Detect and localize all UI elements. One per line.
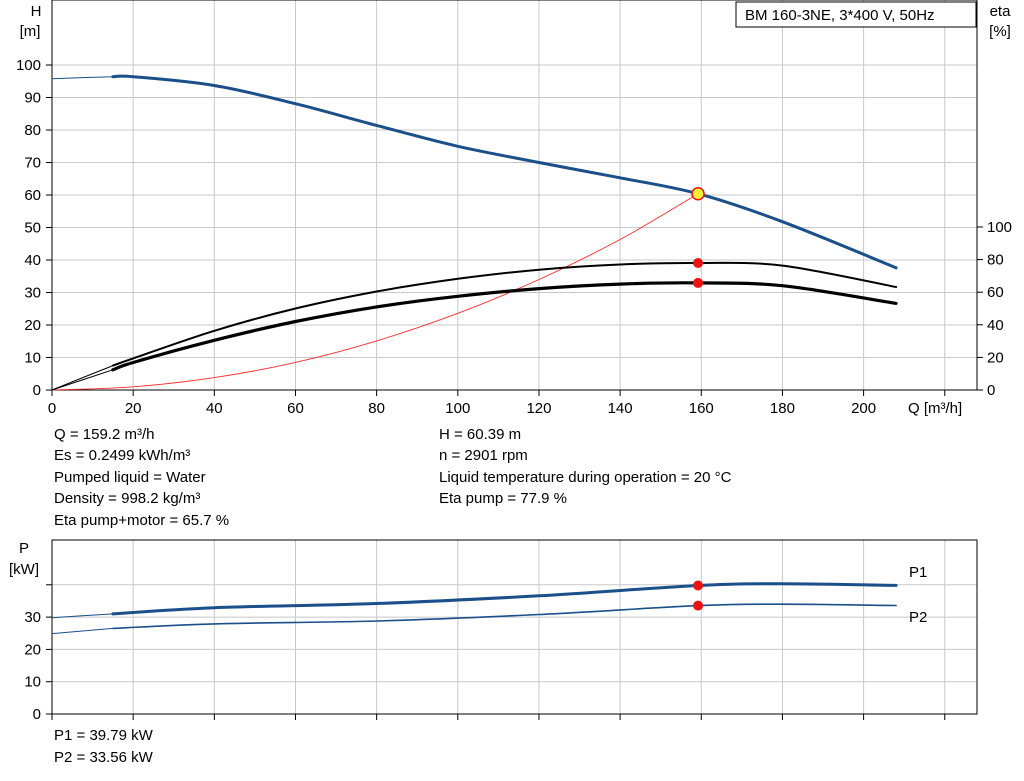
info-es: Es = 0.2499 kWh/m³ <box>54 447 190 464</box>
info-p2: P2 = 33.56 kW <box>54 749 154 766</box>
efficiency-curve <box>111 281 898 372</box>
x-tick-label: 0 <box>48 400 56 417</box>
info-liquid: Pumped liquid = Water <box>54 469 206 486</box>
eta-tick-label: 80 <box>987 252 1004 269</box>
system-curve <box>51 193 699 391</box>
h-tick-label: 40 <box>24 252 41 269</box>
p-tick-label: 20 <box>24 641 41 658</box>
x-tick-label: 120 <box>526 400 551 417</box>
p2-curve-extension <box>51 627 113 635</box>
h-tick-label: 70 <box>24 155 41 172</box>
power-chart-tick-labels: 0 10 20 30 <box>24 584 946 723</box>
x-axis-title: Q [m³/h] <box>908 400 962 417</box>
info-p1: P1 = 39.79 kW <box>54 727 154 744</box>
x-tick-label: 80 <box>368 400 385 417</box>
head-chart-frame <box>51 0 978 391</box>
x-tick-label: 100 <box>445 400 470 417</box>
h-axis-title: H <box>31 3 42 20</box>
head-curve-extension <box>51 76 113 80</box>
info-eta-pump-motor: Eta pump+motor = 65.7 % <box>54 512 229 529</box>
head-chart-tick-labels: 0 20 40 60 80 100 120 140 160 180 2000102030405060… <box>16 57 1012 417</box>
eta-tick-label: 20 <box>987 349 1004 366</box>
p1-curve <box>111 582 898 616</box>
power-point <box>693 600 704 611</box>
efficiency-curve-extension <box>51 365 114 391</box>
eta-tick-label: 60 <box>987 284 1004 301</box>
p2-legend-label: P2 <box>909 609 927 626</box>
h-tick-label: 20 <box>24 317 41 334</box>
x-tick-label: 40 <box>206 400 223 417</box>
h-tick-label: 60 <box>24 187 41 204</box>
p-axis-unit: [kW] <box>9 561 39 578</box>
info-temperature: Liquid temperature during operation = 20… <box>439 469 732 486</box>
p-tick-label: 30 <box>24 609 41 626</box>
power-chart-frame <box>51 539 978 715</box>
eta-tick-label: 40 <box>987 317 1004 334</box>
power-point <box>693 580 704 591</box>
info-density: Density = 998.2 kg/m³ <box>54 490 200 507</box>
head-curve <box>111 74 898 270</box>
eta-axis-title: eta <box>990 3 1012 20</box>
eta-tick-label: 100 <box>987 219 1012 236</box>
p1-curve-extension <box>51 613 113 619</box>
x-tick-label: 180 <box>770 400 795 417</box>
power-chart-grid <box>52 540 977 714</box>
h-tick-label: 80 <box>24 122 41 139</box>
h-axis-unit: [m] <box>20 23 41 40</box>
head-chart-curves <box>51 74 898 391</box>
efficiency-curve-extension <box>51 369 114 391</box>
h-tick-label: 50 <box>24 220 41 237</box>
info-eta-pump: Eta pump = 77.9 % <box>439 490 567 507</box>
eta-tick-label: 0 <box>987 382 995 399</box>
x-tick-label: 140 <box>608 400 633 417</box>
p-tick-label: 0 <box>33 706 41 723</box>
efficiency-point <box>693 277 704 288</box>
info-h: H = 60.39 m <box>439 426 521 443</box>
duty-point-info: Q = 159.2 m³/h Es = 0.2499 kWh/m³ Pumped… <box>54 426 732 529</box>
x-tick-label: 20 <box>125 400 142 417</box>
chart-title: BM 160-3NE, 3*400 V, 50Hz <box>745 7 935 24</box>
h-tick-label: 0 <box>33 382 41 399</box>
p-axis-title: P <box>19 540 29 557</box>
x-tick-label: 60 <box>287 400 304 417</box>
h-tick-label: 30 <box>24 285 41 302</box>
info-q: Q = 159.2 m³/h <box>54 426 154 443</box>
p2-curve <box>112 603 897 630</box>
info-n: n = 2901 rpm <box>439 447 528 464</box>
h-tick-label: 100 <box>16 57 41 74</box>
efficiency-curve <box>111 261 898 367</box>
x-tick-label: 160 <box>689 400 714 417</box>
eta-axis-unit: [%] <box>989 23 1011 40</box>
duty-point <box>691 186 705 201</box>
x-tick-label: 200 <box>851 400 876 417</box>
p-tick-label: 10 <box>24 674 41 691</box>
chart-title-box <box>735 1 977 28</box>
h-tick-label: 90 <box>24 90 41 107</box>
efficiency-point <box>693 258 704 269</box>
power-chart-curves <box>51 580 898 635</box>
head-chart-grid <box>52 0 977 390</box>
h-tick-label: 10 <box>24 350 41 367</box>
p1-legend-label: P1 <box>909 564 927 581</box>
